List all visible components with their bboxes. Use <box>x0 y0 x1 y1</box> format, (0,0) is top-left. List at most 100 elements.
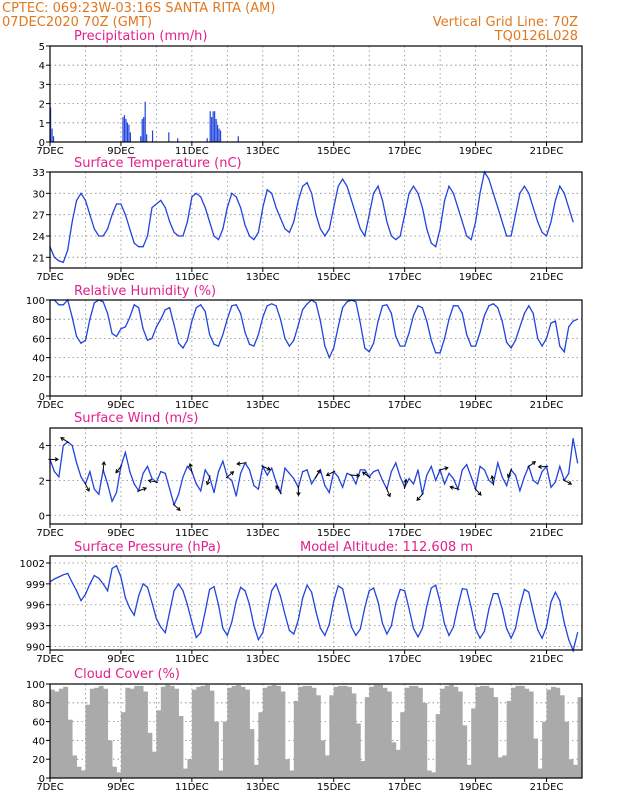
cloud-bar <box>200 685 206 778</box>
cloud-bar <box>480 685 485 778</box>
cloud-bar <box>537 768 543 778</box>
cloud-bar <box>488 687 494 778</box>
data-point <box>186 339 189 341</box>
data-point <box>262 631 264 634</box>
data-point <box>568 472 570 474</box>
data-point <box>541 345 543 347</box>
data-point <box>204 206 206 209</box>
cloud-bar <box>506 700 512 778</box>
data-point <box>470 238 472 241</box>
data-point <box>284 467 286 469</box>
x-tick-label: 17DEC <box>388 654 422 665</box>
y-tick-label: 30 <box>32 189 45 200</box>
data-point <box>89 214 91 216</box>
data-point <box>364 606 366 609</box>
data-point <box>271 467 273 469</box>
cloud-bar <box>546 689 552 778</box>
cloud-bar <box>329 695 335 778</box>
precip-bar <box>219 130 222 142</box>
x-tick-label: 19DEC <box>459 146 493 157</box>
data-point <box>412 627 415 630</box>
data-point <box>297 619 299 621</box>
cloud-bar <box>227 687 233 778</box>
wind-arrow <box>275 485 282 495</box>
precip-bar <box>143 117 145 142</box>
data-point <box>395 462 397 464</box>
data-point <box>523 476 525 478</box>
cloud-bar <box>417 687 423 778</box>
x-tick-label: 7DEC <box>36 782 63 793</box>
data-point <box>439 228 441 230</box>
cloud-bar <box>550 686 556 778</box>
data-point <box>443 199 446 202</box>
data-point <box>84 339 87 341</box>
series-line-temp <box>49 170 574 264</box>
data-point <box>346 606 348 609</box>
data-point <box>510 235 512 237</box>
panel-title-cloud: Cloud Cover (%) <box>74 667 180 682</box>
cloud-bar <box>112 766 117 778</box>
data-point <box>124 214 126 216</box>
cloud-bar <box>559 695 565 778</box>
cloud-bar <box>178 715 184 778</box>
data-point <box>519 326 521 328</box>
cloud-bar <box>63 686 69 778</box>
data-point <box>390 625 392 627</box>
data-point <box>271 303 273 305</box>
panel-frame <box>49 555 583 651</box>
data-point <box>204 310 206 313</box>
data-point <box>102 583 104 585</box>
data-point <box>222 627 224 630</box>
data-point <box>62 444 64 447</box>
data-point <box>337 476 339 478</box>
x-tick-label: 17DEC <box>388 528 422 539</box>
data-point <box>288 345 290 347</box>
data-point <box>271 192 273 194</box>
data-point <box>310 192 313 194</box>
data-point <box>89 583 91 585</box>
precip-bar <box>51 128 53 142</box>
cloud-bar <box>134 685 140 778</box>
cloud-bar <box>120 712 126 778</box>
wind-arrow-head <box>386 492 391 498</box>
precip-bar <box>168 132 170 142</box>
y-tick-label: 3 <box>39 80 45 91</box>
wind-arrow-head <box>60 437 65 442</box>
y-tick-label: 60 <box>32 334 45 345</box>
data-point <box>53 256 56 258</box>
x-tick-label: 21DEC <box>530 146 564 157</box>
wind-arrow <box>491 475 495 486</box>
data-point <box>222 333 224 336</box>
cloud-bar <box>519 685 525 778</box>
precip-bar <box>128 124 130 142</box>
data-point <box>510 347 512 349</box>
data-point <box>452 192 455 194</box>
data-point <box>399 345 401 347</box>
y-tick-label: 1002 <box>20 559 45 570</box>
cloud-bar <box>311 687 317 778</box>
data-point <box>377 185 379 187</box>
data-point <box>399 235 401 237</box>
wind-arrow-head <box>266 466 271 471</box>
data-point <box>115 203 118 205</box>
wind-arrow-head <box>531 461 537 466</box>
data-point <box>231 305 233 307</box>
data-point <box>333 347 335 349</box>
data-point <box>257 231 259 234</box>
data-point <box>386 633 388 635</box>
cloud-bar <box>129 688 135 778</box>
data-point <box>492 593 494 595</box>
data-point <box>337 585 339 587</box>
data-point <box>514 474 517 476</box>
data-point <box>169 221 171 223</box>
cloud-bar <box>497 757 503 778</box>
data-point <box>67 572 69 575</box>
data-point <box>377 320 379 322</box>
data-point <box>93 488 95 490</box>
precip-bar <box>218 128 220 142</box>
data-point <box>213 343 215 345</box>
data-point <box>84 199 87 202</box>
data-point <box>266 611 268 613</box>
data-point <box>279 595 282 597</box>
cloud-bar <box>324 755 330 778</box>
